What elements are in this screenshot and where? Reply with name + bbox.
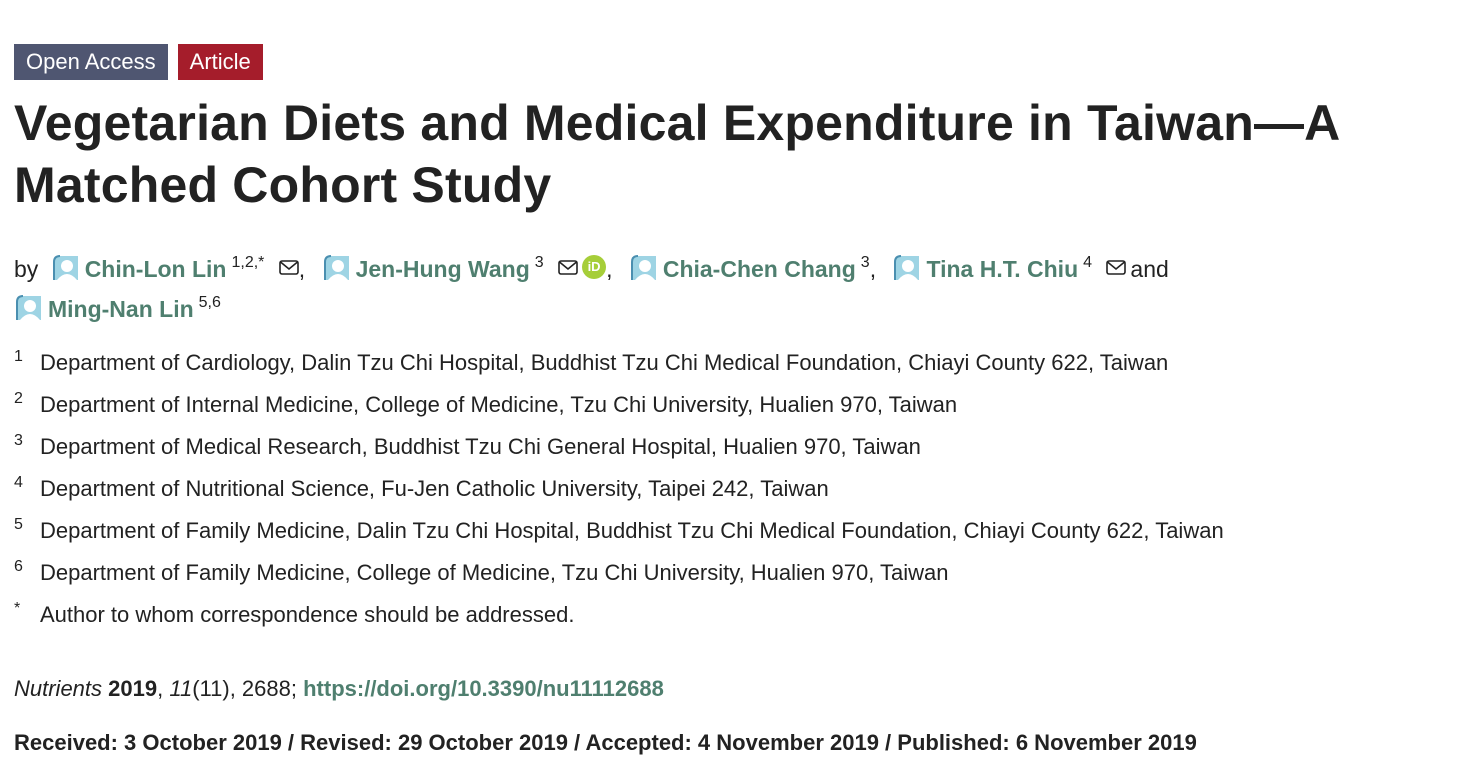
affiliation-number: 2 — [14, 390, 23, 407]
author-avatar-icon — [323, 255, 349, 280]
publication-dates: Received: 3 October 2019 / Revised: 29 O… — [14, 730, 1197, 755]
author-chia-chen-chang: Chia-Chen Chang 3, — [629, 254, 893, 282]
author-separator: , — [298, 256, 306, 282]
author-separator: , — [869, 256, 877, 282]
affiliation-number: * — [14, 600, 21, 617]
citation-line: Nutrients 2019, 11(11), 2688; https://do… — [14, 676, 664, 701]
affiliation-item: 1 Department of Cardiology, Dalin Tzu Ch… — [14, 348, 1444, 390]
journal-name: Nutrients — [14, 676, 103, 701]
author-tina-chiu: Tina H.T. Chiu 4 and — [892, 254, 1169, 282]
affiliation-item: 4 Department of Nutritional Science, Fu-… — [14, 474, 1444, 516]
affiliation-superscript: 5,6 — [198, 294, 221, 311]
affiliation-item: 5 Department of Family Medicine, Dalin T… — [14, 516, 1444, 558]
email-icon[interactable] — [1106, 260, 1127, 275]
affiliation-superscript: 4 — [1083, 254, 1093, 271]
affiliation-text: Department of Medical Research, Buddhist… — [40, 434, 921, 459]
email-icon[interactable] — [558, 260, 578, 275]
author-name-link[interactable]: Ming-Nan Lin — [48, 296, 194, 322]
author-name-link[interactable]: Chin-Lon Lin — [84, 256, 227, 282]
citation-issue-pages: (11), 2688; — [192, 676, 297, 701]
affiliation-text: Department of Family Medicine, College o… — [40, 560, 949, 585]
author-jen-hung-wang: Jen-Hung Wang 3 iD, — [322, 254, 629, 282]
citation-volume: 11 — [169, 676, 193, 701]
article-badges: Open Access Article — [14, 44, 1444, 80]
article-header: Open Access Article Vegetarian Diets and… — [14, 44, 1444, 756]
author-avatar-icon — [52, 255, 78, 280]
doi-link[interactable]: https://doi.org/10.3390/nu11112688 — [303, 676, 664, 701]
affiliation-text: Department of Nutritional Science, Fu-Je… — [40, 476, 829, 501]
affiliation-superscript: 3 — [860, 254, 870, 271]
author-name-link[interactable]: Jen-Hung Wang — [355, 256, 530, 282]
affiliation-list: 1 Department of Cardiology, Dalin Tzu Ch… — [14, 348, 1444, 642]
author-chin-lon-lin: Chin-Lon Lin 1,2,* , — [51, 254, 322, 282]
affiliation-superscript: 1,2,* — [231, 254, 265, 271]
article-type-badge: Article — [177, 44, 263, 80]
author-name-link[interactable]: Chia-Chen Chang — [662, 256, 856, 282]
author-separator: , — [606, 256, 613, 282]
affiliation-number: 6 — [14, 558, 23, 575]
and-label: and — [1130, 256, 1169, 282]
affiliation-text: Department of Family Medicine, Dalin Tzu… — [40, 518, 1224, 543]
affiliation-superscript: 3 — [534, 254, 544, 271]
affiliation-text: Department of Cardiology, Dalin Tzu Chi … — [40, 350, 1169, 375]
affiliation-text: Author to whom correspondence should be … — [40, 602, 575, 627]
affiliation-item: 6 Department of Family Medicine, College… — [14, 558, 1444, 600]
affiliation-item: 3 Department of Medical Research, Buddhi… — [14, 432, 1444, 474]
affiliation-item: 2 Department of Internal Medicine, Colle… — [14, 390, 1444, 432]
author-name-link[interactable]: Tina H.T. Chiu — [926, 256, 1079, 282]
author-avatar-icon — [894, 255, 920, 280]
affiliation-number: 5 — [14, 516, 23, 533]
affiliation-number: 4 — [14, 474, 23, 491]
email-icon[interactable] — [278, 260, 299, 275]
open-access-badge[interactable]: Open Access — [14, 44, 168, 80]
author-ming-nan-lin: Ming-Nan Lin 5,6 — [14, 294, 221, 322]
by-label: by — [14, 256, 39, 282]
author-avatar-icon — [16, 295, 41, 320]
affiliation-number: 1 — [14, 348, 23, 365]
citation-year: 2019 — [108, 676, 158, 701]
author-avatar-icon — [630, 255, 656, 280]
affiliation-item: * Author to whom correspondence should b… — [14, 600, 1444, 642]
affiliation-number: 3 — [14, 432, 23, 449]
affiliation-text: Department of Internal Medicine, College… — [40, 392, 958, 417]
author-list: by Chin-Lon Lin 1,2,* , Jen-Hung Wang 3 — [14, 246, 1444, 326]
orcid-icon[interactable]: iD — [582, 254, 607, 279]
article-title: Vegetarian Diets and Medical Expenditure… — [14, 95, 1339, 213]
